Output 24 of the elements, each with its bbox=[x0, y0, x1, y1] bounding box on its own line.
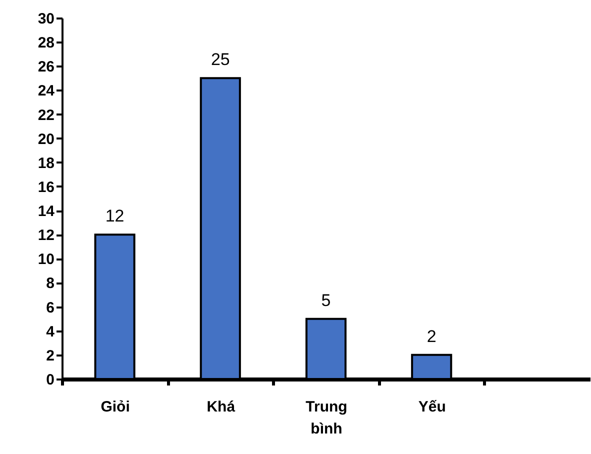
y-tick-label: 28 bbox=[38, 34, 54, 52]
y-tick-label: 24 bbox=[38, 82, 56, 100]
y-tick-label: 30 bbox=[38, 10, 54, 28]
y-tick-label: 14 bbox=[38, 203, 56, 220]
x-tick-label: Yếu bbox=[418, 398, 446, 416]
y-tick-label: 8 bbox=[46, 275, 54, 292]
y-tick-label: 10 bbox=[38, 251, 54, 268]
data-label: 25 bbox=[210, 50, 230, 70]
y-tick-label: 0 bbox=[46, 372, 54, 388]
y-tick-label: 16 bbox=[38, 178, 54, 196]
data-label: 12 bbox=[105, 206, 124, 226]
y-tick-label: 4 bbox=[46, 323, 56, 340]
y-tick-label: 2 bbox=[46, 347, 54, 364]
x-tick-label: Trung bình bbox=[306, 398, 348, 438]
data-label: 5 bbox=[321, 290, 331, 310]
y-tick-label: 26 bbox=[38, 58, 54, 76]
data-label: 2 bbox=[426, 326, 436, 346]
y-tick-label: 20 bbox=[38, 130, 54, 148]
y-tick-label: 12 bbox=[38, 227, 54, 244]
x-tick-label: Khá bbox=[206, 398, 236, 416]
x-tick-label: Giỏi bbox=[100, 398, 130, 416]
y-tick-label: 6 bbox=[46, 299, 54, 316]
y-tick-label: 22 bbox=[38, 106, 54, 124]
y-tick-label: 18 bbox=[38, 154, 54, 172]
